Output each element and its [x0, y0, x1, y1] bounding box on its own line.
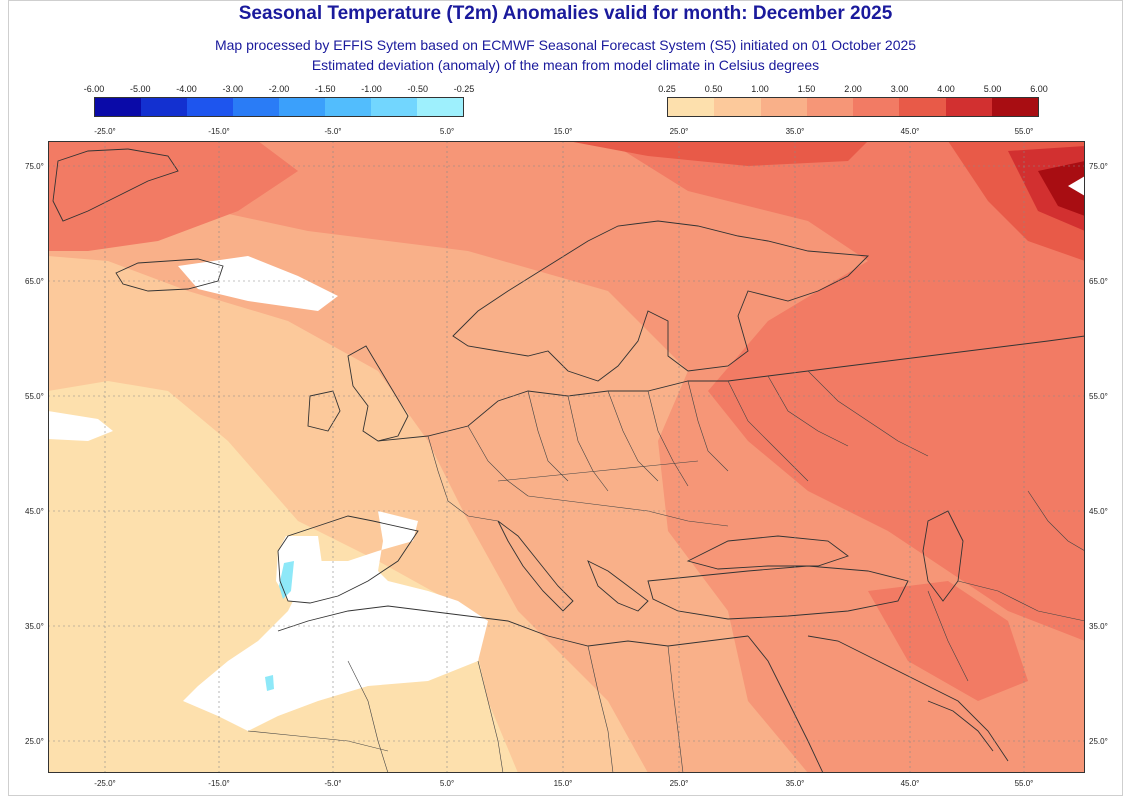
colorbar-positive-tick-label: 1.50	[797, 84, 816, 94]
left-lat-label: 65.0°	[25, 277, 44, 286]
graticule	[48, 141, 1085, 773]
colorbar-cell	[945, 98, 992, 116]
colorbar-negative-tick-label: -1.50	[314, 84, 336, 94]
colorbar-negative-tick-label: -4.00	[176, 84, 197, 94]
bottom-lon-label: 35.0°	[785, 779, 805, 788]
right-lat-label: 55.0°	[1089, 392, 1108, 401]
top-lon-label: -5.0°	[324, 127, 342, 136]
left-lat-label: 75.0°	[25, 162, 44, 171]
right-lat-label: 25.0°	[1089, 737, 1108, 746]
top-lon-label: 25.0°	[669, 127, 689, 136]
colorbar-cell	[714, 98, 761, 116]
left-lat-label: 55.0°	[25, 392, 44, 401]
colorbar-positive-tick-label: 0.50	[704, 84, 723, 94]
colorbar-positive-tick-label: 5.00	[983, 84, 1002, 94]
bottom-lon-label: -25.0°	[94, 779, 116, 788]
right-lat-label: 65.0°	[1089, 277, 1108, 286]
colorbar-cell	[187, 98, 233, 116]
colorbar-negative	[94, 97, 464, 117]
colorbar-cell	[325, 98, 371, 116]
colorbar-positive-tick-label: 3.00	[890, 84, 909, 94]
left-lat-label: 35.0°	[25, 622, 44, 631]
colorbar-cell	[371, 98, 417, 116]
colorbar-cell	[899, 98, 946, 116]
anomaly-map	[48, 141, 1085, 773]
novaya-zemlya-white	[1068, 176, 1085, 196]
country-borders	[247, 370, 1085, 773]
map-border	[48, 141, 1085, 773]
top-lon-label: 35.0°	[785, 127, 805, 136]
top-lon-label: -15.0°	[208, 127, 230, 136]
colorbar-positive-tick-label: 0.25	[658, 84, 676, 94]
colorbar-cell	[853, 98, 900, 116]
bottom-lon-label: -5.0°	[324, 779, 342, 788]
anomaly-zone-600	[1038, 161, 1085, 216]
colorbar-positive-tick-label: 4.00	[937, 84, 955, 94]
bottom-lon-label: 25.0°	[669, 779, 689, 788]
right-lat-label: 45.0°	[1089, 507, 1108, 516]
colorbar-cell	[417, 98, 463, 116]
colorbar-positive	[667, 97, 1039, 117]
neutral-zone-iceland	[178, 256, 338, 311]
colorbar-positive-tick-label: 6.00	[1030, 84, 1048, 94]
right-lat-label: 75.0°	[1089, 162, 1108, 171]
colorbar-negative-tick-label: -5.00	[129, 84, 151, 94]
colorbar-positive-tick-label: 1.00	[751, 84, 769, 94]
colorbar-cell	[668, 98, 715, 116]
colorbar-cell	[760, 98, 807, 116]
colorbar-cell	[991, 98, 1038, 116]
colorbar-cell	[141, 98, 187, 116]
anomaly-zone-200-greenland	[48, 141, 298, 251]
colorbar-cell	[95, 98, 141, 116]
map-title: Seasonal Temperature (T2m) Anomalies val…	[238, 3, 893, 24]
top-lon-label: -25.0°	[94, 127, 116, 136]
neutral-zone-atlantic	[48, 411, 113, 441]
map-subtitle-units: Estimated deviation (anomaly) of the mea…	[311, 57, 820, 73]
cold-anomaly-portugal	[279, 561, 294, 599]
colorbar-negative-tick-label: -6.00	[83, 84, 105, 94]
anomaly-zone-200	[608, 141, 1085, 641]
right-lat-label: 35.0°	[1089, 622, 1108, 631]
bottom-lon-label: 15.0°	[553, 779, 573, 788]
colorbar-negative-tick-label: -2.00	[268, 84, 290, 94]
bottom-lon-label: 55.0°	[1014, 779, 1034, 788]
top-lon-label: 55.0°	[1014, 127, 1034, 136]
neutral-zone-iberia-africa	[183, 511, 488, 731]
colorbar-negative-tick-label: -0.50	[407, 84, 429, 94]
anomaly-zone-300-north	[568, 141, 868, 166]
colorbar-negative-tick-label: -0.25	[453, 84, 475, 94]
top-lon-label: 5.0°	[439, 127, 455, 136]
top-lon-label: 45.0°	[900, 127, 920, 136]
colorbar-cell	[806, 98, 853, 116]
colorbar-negative-tick-label: -1.00	[361, 84, 382, 94]
map-subtitle-source: Map processed by EFFIS Sytem based on EC…	[214, 37, 917, 53]
colorbar-positive-tick-label: 2.00	[844, 84, 862, 94]
colorbar-cell	[233, 98, 279, 116]
bottom-lon-label: 5.0°	[439, 779, 455, 788]
left-lat-label: 25.0°	[25, 737, 44, 746]
cold-anomaly-morocco	[265, 675, 274, 691]
left-lat-label: 45.0°	[25, 507, 44, 516]
colorbar-cell	[279, 98, 325, 116]
bottom-lon-label: 45.0°	[900, 779, 920, 788]
top-lon-label: 15.0°	[553, 127, 573, 136]
bottom-lon-label: -15.0°	[208, 779, 230, 788]
colorbar-negative-tick-label: -3.00	[222, 84, 244, 94]
